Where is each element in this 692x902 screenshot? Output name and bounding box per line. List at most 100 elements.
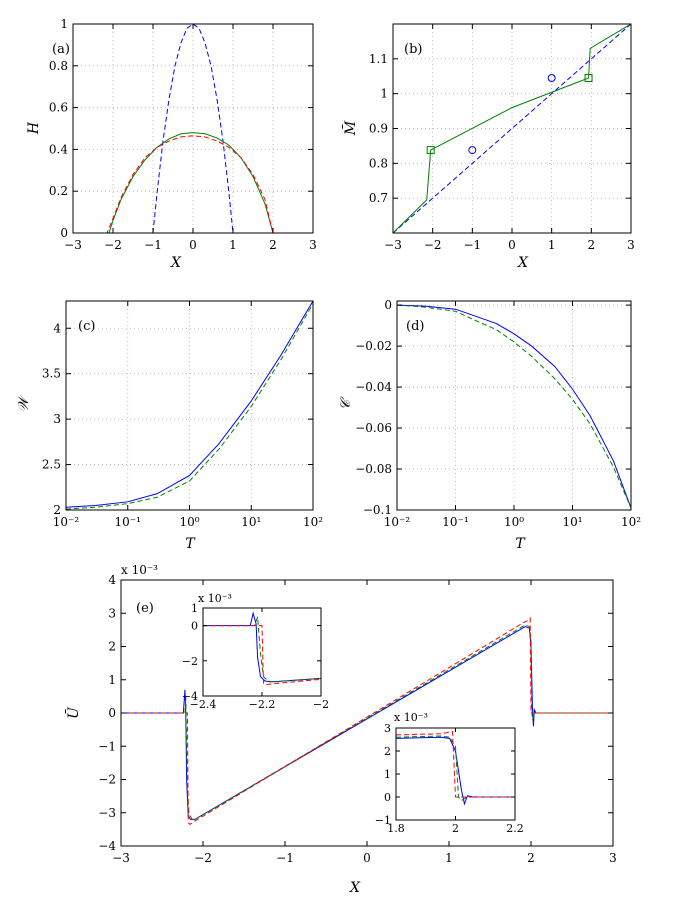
x-tick-label: 1 (229, 238, 237, 252)
x-tick-label: 10² (303, 515, 323, 529)
x-tick-label: 2 (269, 238, 277, 252)
y-axis-label: Ū (64, 706, 82, 719)
series-line-green (397, 304, 631, 509)
x-tick-label: −2 (424, 238, 442, 252)
y-tick-label: 2 (384, 745, 391, 758)
y-tick-label: 4 (53, 321, 61, 335)
y-axis-label: M̄ (341, 120, 359, 136)
x-tick-label: 10⁰ (179, 515, 199, 529)
x-tick-label: −1 (276, 851, 294, 865)
series-line-red (121, 616, 613, 826)
series-line-blue (393, 24, 631, 233)
y-tick-label: 1 (384, 768, 391, 781)
x-tick-label: 1.8 (387, 822, 405, 835)
x-tick-label: 2 (588, 238, 596, 252)
exponent-label: x 10⁻³ (121, 563, 158, 577)
series-line-green (396, 735, 515, 802)
y-tick-label: 1.1 (369, 52, 388, 66)
x-tick-label: 3 (609, 851, 617, 865)
exponent-label: x 10⁻³ (394, 711, 428, 724)
x-tick-label: −1 (144, 238, 162, 252)
y-tick-label: 2 (108, 640, 116, 654)
panel-d: 10⁻² 10⁻¹ 10⁰ 10¹ 10² −0.1 −0.08 −0.06 −0.04 −0.0… (338, 298, 641, 552)
y-tick-label: −0.04 (355, 380, 392, 394)
y-tick-label: 0 (60, 226, 68, 240)
series-line-red (73, 135, 313, 233)
y-tick-label: 1 (380, 87, 388, 101)
y-tick-label: −4 (182, 690, 198, 703)
series-line-red (396, 730, 515, 798)
y-tick-label: −0.08 (355, 462, 392, 476)
y-tick-label: 2 (53, 503, 61, 517)
y-tick-label: 0.8 (369, 156, 388, 170)
x-tick-label: 10⁻² (53, 515, 80, 529)
x-tick-label: −2 (313, 698, 329, 711)
y-axis-label: 𝒞 (338, 396, 354, 410)
series-line-blue (73, 24, 313, 233)
series-line-green (121, 624, 613, 820)
y-tick-label: 0 (384, 791, 391, 804)
marker-circle (547, 73, 556, 82)
panel-label: (a) (52, 42, 70, 57)
marker-square (584, 73, 593, 82)
plot-area (203, 608, 321, 696)
y-tick-label: 3 (108, 606, 116, 620)
panel-c: 10⁻² 10⁻¹ 10⁰ 10¹ 10² 2 2.5 3 3.5 4 T 𝒲 (c) (16, 300, 323, 552)
y-tick-label: 1 (60, 17, 68, 31)
marker-circle (468, 146, 477, 155)
y-axis-label: H (26, 121, 42, 135)
y-tick-label: 0.6 (49, 101, 68, 115)
y-tick-label: 3 (53, 412, 61, 426)
x-tick-label: 3 (627, 238, 635, 252)
y-tick-label: 0 (384, 298, 392, 312)
panel-e_inset_right: 1.8 2 2.2 −1 0 1 2 3x 10⁻³ (375, 711, 524, 835)
x-axis-label: X (517, 255, 529, 271)
x-tick-label: 3 (309, 238, 317, 252)
x-tick-label: 0 (189, 238, 197, 252)
x-tick-label: 0 (363, 851, 371, 865)
y-tick-label: −2 (182, 655, 198, 668)
series-line-green (66, 303, 313, 510)
series-line-blue (397, 304, 631, 509)
x-tick-label: −2 (104, 238, 122, 252)
y-tick-label: 0.8 (49, 59, 68, 73)
y-tick-label: 1 (108, 673, 116, 687)
y-tick-label: 0.2 (49, 184, 68, 198)
x-tick-label: 10⁻¹ (115, 515, 141, 529)
y-tick-label: 0.4 (49, 142, 68, 156)
x-axis-label: T (515, 536, 526, 552)
y-tick-label: −3 (98, 806, 116, 820)
y-tick-label: −0.02 (355, 339, 392, 353)
x-tick-label: −2.4 (190, 698, 217, 711)
series-line-blue (66, 301, 313, 508)
y-tick-label: −1 (98, 739, 116, 753)
y-tick-label: 0 (108, 706, 116, 720)
x-tick-label: 1 (548, 238, 556, 252)
y-tick-label: 1 (191, 602, 198, 615)
series-line-green (73, 132, 313, 233)
x-tick-label: −3 (384, 238, 402, 252)
y-axis-label: 𝒲 (16, 394, 32, 412)
x-tick-label: 2 (527, 851, 535, 865)
x-axis-label: T (185, 536, 196, 552)
y-tick-label: 3 (384, 722, 391, 735)
x-tick-label: 1 (445, 851, 453, 865)
series-line-green (393, 24, 631, 233)
x-tick-label: 2 (452, 822, 459, 835)
y-tick-label: 4 (108, 573, 116, 587)
y-tick-label: 2.5 (42, 458, 61, 472)
x-tick-label: 2.2 (506, 822, 524, 835)
x-tick-label: −2 (194, 851, 212, 865)
y-tick-label: −0.06 (355, 421, 392, 435)
panel-e_inset_left: −2.4 −2.2 −2 −4 −2 0 1x 10⁻³ (182, 592, 329, 711)
y-tick-label: 0.7 (369, 191, 388, 205)
panel-label: (e) (136, 601, 154, 616)
x-tick-label: 10¹ (241, 515, 261, 529)
panel-label: (c) (78, 319, 95, 334)
panel-label: (b) (404, 42, 422, 57)
panel-a: −3 −2 −1 0 1 2 3 0 0.2 0.4 0.6 0.8 1 X H (a) (26, 17, 317, 271)
exponent-label: x 10⁻³ (198, 592, 232, 605)
x-axis-label: X (349, 880, 361, 896)
